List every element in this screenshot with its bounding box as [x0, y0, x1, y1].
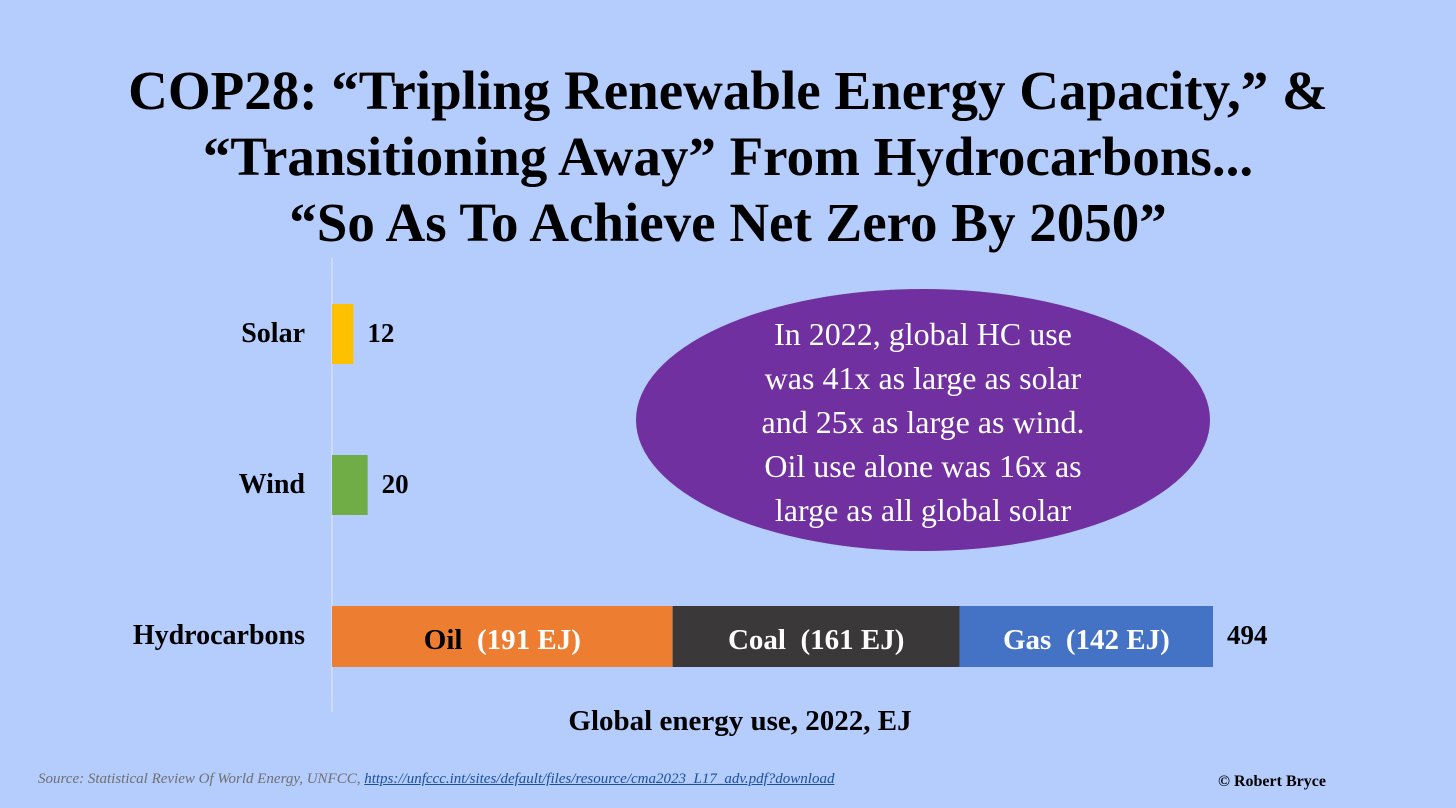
source-note: Source: Statistical Review Of World Ener…: [38, 771, 834, 788]
callout-line: was 41x as large as solar: [764, 360, 1082, 396]
source-prefix: Source: Statistical Review Of World Ener…: [38, 771, 365, 787]
x-axis-label: Global energy use, 2022, EJ: [568, 705, 912, 737]
copyright: © Robert Bryce: [1218, 773, 1326, 790]
page-title: COP28: “Tripling Renewable Energy Capaci…: [0, 58, 1456, 256]
title-line-3: “So As To Achieve Net Zero By 2050”: [289, 192, 1167, 253]
category-label-hydrocarbons: Hydrocarbons: [133, 620, 305, 651]
title-line-2: “Transitioning Away” From Hydrocarbons..…: [202, 126, 1254, 187]
bar-solar: [332, 304, 354, 364]
value-label-hydrocarbons: 494: [1227, 620, 1268, 650]
callout-line: and 25x as large as wind.: [761, 404, 1085, 440]
segment-label-gas: Gas (142 EJ): [1003, 624, 1170, 656]
segment-label-oil: Oil (191 EJ): [424, 624, 581, 656]
value-label-solar: 12: [367, 318, 394, 348]
source-link[interactable]: https://unfccc.int/sites/default/files/r…: [364, 771, 835, 787]
title-line-1: COP28: “Tripling Renewable Energy Capaci…: [128, 60, 1328, 121]
callout-text: In 2022, global HC use was 41x as large …: [636, 312, 1210, 532]
callout-line: Oil use alone was 16x as: [764, 448, 1082, 484]
category-label-wind: Wind: [239, 469, 306, 500]
value-label-wind: 20: [382, 469, 409, 499]
bar-segment-oil: [332, 606, 673, 667]
callout-line: In 2022, global HC use: [774, 316, 1072, 352]
callout-bubble: [636, 289, 1210, 551]
bar-segment-coal: [672, 606, 960, 667]
segment-label-coal: Coal (161 EJ): [728, 624, 904, 656]
callout-line: large as all global solar: [774, 492, 1072, 528]
category-label-solar: Solar: [241, 318, 305, 349]
bar-segment-gas: [959, 606, 1213, 667]
bar-wind: [332, 455, 368, 515]
